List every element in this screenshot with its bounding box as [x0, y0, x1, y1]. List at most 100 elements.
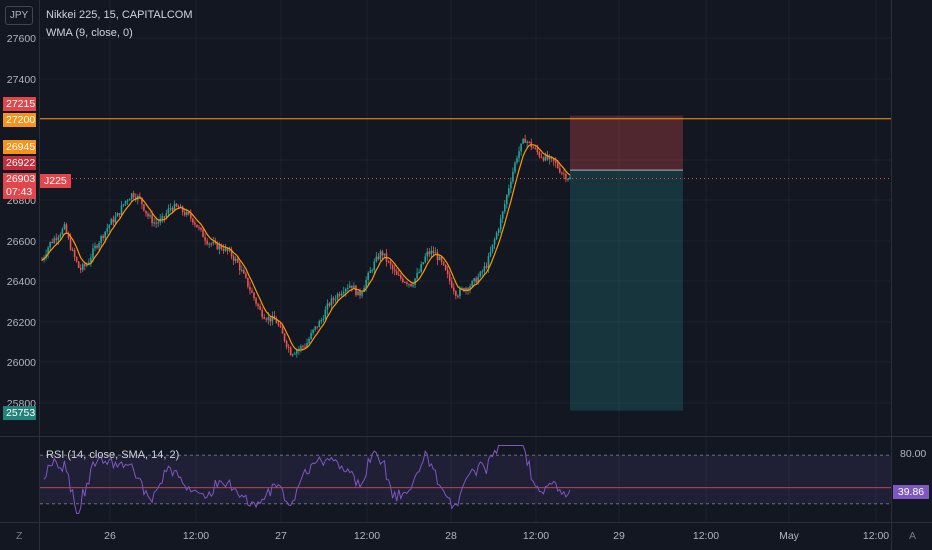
candle-body	[442, 261, 445, 265]
candle-body	[151, 215, 153, 224]
candle-body	[330, 298, 333, 306]
candle-body	[224, 247, 227, 251]
wma-legend[interactable]: WMA (9, close, 0)	[46, 27, 133, 39]
candle-body	[69, 238, 72, 250]
rsi-line	[43, 445, 571, 514]
candle-body	[196, 224, 198, 228]
candle-body	[312, 329, 314, 334]
candle-body	[432, 250, 435, 253]
candle-body	[106, 228, 109, 232]
price-tick: 26200	[6, 317, 36, 329]
wma-price-tag: 26945	[3, 140, 36, 154]
candle-body	[61, 228, 64, 235]
candle-body	[302, 346, 304, 348]
candle-body	[100, 235, 102, 244]
candle-body	[554, 161, 557, 163]
candle-body	[171, 207, 174, 211]
candle-body	[473, 278, 475, 282]
candle-body	[420, 264, 422, 273]
candle-body	[130, 193, 133, 200]
candle-body	[238, 262, 241, 271]
candle-body	[118, 213, 121, 215]
time-tick: 26	[104, 530, 116, 542]
candle-body	[516, 158, 518, 163]
candle-body	[134, 197, 137, 200]
candle-body	[414, 278, 416, 285]
level-lines[interactable]	[40, 118, 891, 180]
candle-body	[338, 294, 341, 296]
candle-body	[430, 250, 433, 255]
price-tick: 26000	[6, 357, 36, 369]
candle-body	[355, 285, 357, 296]
candle-body	[440, 256, 443, 262]
candle-body	[397, 274, 400, 276]
candle-body	[155, 222, 157, 224]
time-tick: 12:00	[692, 530, 720, 542]
symbol-title[interactable]: Nikkei 225, 15, CAPITALCOM	[46, 9, 193, 21]
timezone-toggle-icon[interactable]: Z	[16, 530, 23, 542]
candle-body	[542, 157, 545, 161]
candle-body	[422, 262, 425, 265]
high-price-tag: 26922	[3, 156, 36, 170]
auto-scale-button[interactable]: A	[909, 530, 917, 542]
candle-body	[265, 318, 268, 320]
target-price-tag[interactable]: 25753	[3, 406, 36, 420]
candle-body	[88, 262, 90, 265]
candle-body	[406, 282, 408, 285]
candle-body	[141, 197, 143, 205]
stop-price-tag[interactable]: 27215	[3, 97, 36, 111]
candle-body	[304, 346, 306, 348]
candle-body	[198, 227, 200, 229]
candle-body	[220, 245, 223, 250]
candle-body	[546, 154, 549, 160]
candle-body	[84, 264, 86, 266]
candle-body	[346, 287, 349, 289]
candle-body	[267, 317, 270, 320]
rsi-legend[interactable]: RSI (14, close, SMA, 14, 2)	[46, 449, 180, 461]
candle-body	[249, 286, 251, 291]
candle-body	[185, 211, 188, 215]
candle-body	[426, 251, 429, 257]
candle-body	[263, 317, 266, 319]
candle-body	[212, 241, 215, 244]
stop-loss-zone	[570, 115, 683, 171]
candle-body	[450, 281, 453, 288]
candle-body	[226, 247, 229, 251]
candle-body	[314, 326, 316, 330]
candle-body	[208, 243, 210, 245]
candle-body	[261, 309, 263, 318]
candle-body	[371, 270, 374, 272]
candles	[41, 134, 571, 358]
candle-body	[412, 284, 414, 287]
candle-body	[243, 269, 245, 274]
candle-body	[452, 287, 455, 292]
candle-body	[234, 258, 237, 261]
candle-body	[563, 173, 565, 175]
candle-body	[216, 242, 219, 250]
position-zones[interactable]	[570, 115, 683, 411]
candle-body	[86, 264, 88, 266]
resistance-price-tag[interactable]: 27200	[3, 113, 36, 127]
candle-body	[108, 224, 111, 229]
currency-label[interactable]: JPY	[5, 6, 33, 25]
symbol-price-tag: J225	[40, 174, 71, 188]
candle-body	[67, 233, 70, 239]
candle-body	[399, 275, 402, 279]
candle-body	[497, 229, 500, 233]
candle-body	[357, 291, 359, 296]
candle-body	[418, 272, 420, 274]
candle-body	[344, 288, 347, 292]
candle-body	[367, 272, 369, 281]
time-tick: 12:00	[862, 530, 890, 542]
candle-body	[408, 283, 410, 285]
candle-body	[75, 256, 78, 262]
candle-body	[485, 266, 488, 268]
candle-body	[41, 259, 43, 261]
candle-body	[128, 199, 131, 201]
candle-body	[143, 204, 145, 211]
price-tick: 27600	[6, 33, 36, 45]
candle-body	[163, 216, 166, 218]
candle-body	[157, 222, 160, 224]
candle-body	[548, 156, 551, 160]
